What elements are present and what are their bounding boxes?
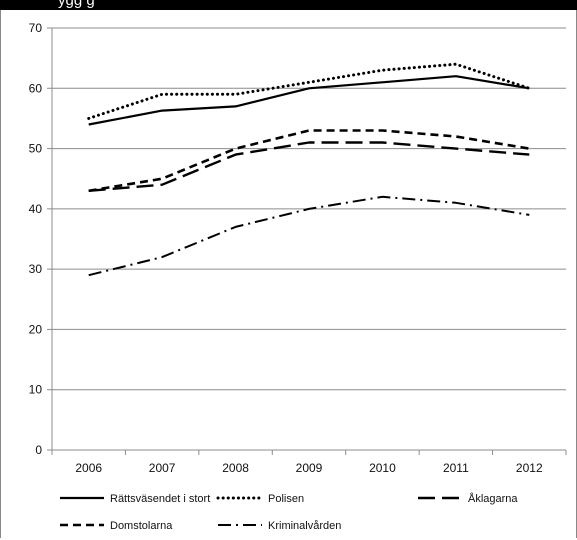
legend-entry: Rättsväsendet i stort xyxy=(60,493,210,505)
y-tick-label: 30 xyxy=(29,262,43,276)
x-tick-label: 2012 xyxy=(516,461,543,475)
series-lines xyxy=(87,62,531,277)
y-tick-label: 0 xyxy=(35,443,42,457)
y-tick-label: 60 xyxy=(29,81,43,95)
y-tick-label: 70 xyxy=(29,21,43,35)
y-tick-label: 10 xyxy=(29,383,43,397)
x-tick-label: 2006 xyxy=(75,461,102,475)
x-tick-label: 2007 xyxy=(149,461,176,475)
axes: 0 10 20 30 40 50 60 70 2006 2007 2008 2009 2010 2011 2… xyxy=(29,21,567,475)
legend-entry: Domstolarna xyxy=(60,520,173,532)
legend-label: Rättsväsendet i stort xyxy=(110,493,210,505)
legend-entry: Åklagarna xyxy=(418,492,518,505)
series-line-5 xyxy=(88,195,530,277)
gridlines xyxy=(52,27,566,391)
x-tick-label: 2011 xyxy=(443,461,469,475)
y-tick-label: 50 xyxy=(29,142,43,156)
x-tick-label: 2009 xyxy=(296,461,323,475)
y-tick-label: 20 xyxy=(29,322,43,336)
legend-label: Åklagarna xyxy=(468,492,518,505)
legend: Rättsväsendet i stort Polisen Åklagarna Dom… xyxy=(60,492,518,532)
series-line-3 xyxy=(88,141,530,192)
series-line-4 xyxy=(88,129,530,193)
legend-entry: Polisen xyxy=(216,493,304,505)
top-banner-text: ygg g xyxy=(58,0,95,9)
series-line-2 xyxy=(87,62,531,120)
legend-label: Kriminalvården xyxy=(268,520,341,532)
series-line-1 xyxy=(88,75,530,126)
legend-entry: Kriminalvården xyxy=(218,520,341,532)
x-tick-label: 2010 xyxy=(369,461,396,475)
legend-label: Domstolarna xyxy=(110,520,173,532)
y-tick-label: 40 xyxy=(29,202,43,216)
top-banner: ygg g xyxy=(0,0,577,10)
legend-label: Polisen xyxy=(268,493,304,505)
x-tick-label: 2008 xyxy=(222,461,249,475)
